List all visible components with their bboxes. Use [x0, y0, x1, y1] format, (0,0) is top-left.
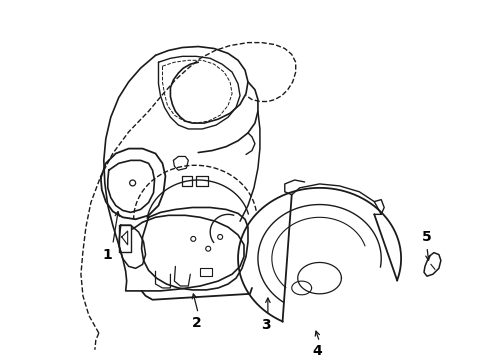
Text: 3: 3 — [261, 318, 270, 332]
Text: 4: 4 — [313, 344, 322, 358]
Text: 1: 1 — [103, 248, 113, 262]
Text: 2: 2 — [192, 316, 201, 330]
Text: 5: 5 — [422, 230, 432, 244]
